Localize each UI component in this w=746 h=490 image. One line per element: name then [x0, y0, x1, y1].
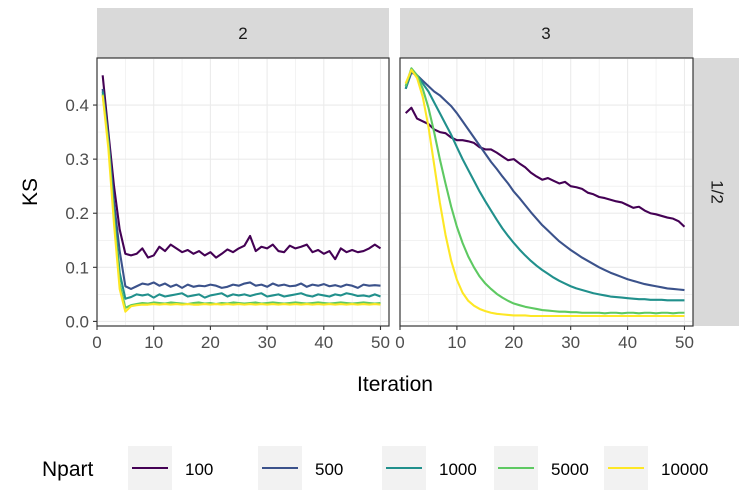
facet-strip-left [97, 8, 389, 58]
facet-label-row: 1/2 [708, 180, 727, 204]
x-tick-label: 50 [371, 333, 390, 352]
x-tick-label: 50 [675, 333, 694, 352]
x-tick-label: 20 [504, 333, 523, 352]
series-line-100 [101, 75, 382, 261]
legend-label-5000: 5000 [551, 460, 589, 479]
legend-title: Npart [42, 458, 94, 481]
series-line-10000 [404, 68, 685, 318]
x-tick-label: 10 [447, 333, 466, 352]
panel-right [399, 57, 694, 327]
x-tick-label: 40 [314, 333, 333, 352]
series-line-10000 [101, 95, 381, 313]
legend-label-1000: 1000 [439, 460, 477, 479]
y-tick-label: 0.3 [65, 150, 89, 169]
y-tick-label: 0.0 [65, 312, 89, 331]
legend-label-10000: 10000 [661, 460, 708, 479]
x-tick-label: 30 [258, 333, 277, 352]
panel-left [96, 57, 390, 327]
x-tick-label: 10 [144, 333, 163, 352]
x-tick-label: 30 [561, 333, 580, 352]
panel-border [399, 57, 694, 327]
facet-label-right: 3 [541, 24, 550, 43]
series-line-500 [404, 71, 685, 292]
series-line-500 [101, 88, 381, 290]
series-line-5000 [101, 94, 381, 309]
facet-strip-row [693, 58, 739, 326]
y-tick-label: 0.2 [65, 204, 89, 223]
legend-label-500: 500 [315, 460, 343, 479]
y-tick-label: 0.4 [65, 96, 89, 115]
y-tick-label: 0.1 [65, 258, 89, 277]
x-axis-title: Iteration [357, 373, 433, 396]
y-axis: 0.0 0.1 0.2 0.3 0.4 [65, 96, 97, 331]
facet-strip-right [400, 8, 693, 58]
y-axis-title: KS [19, 178, 42, 206]
series-line-1000 [404, 68, 685, 302]
legend: Npart 100 500 1000 5000 10000 [42, 446, 708, 490]
panel-border [96, 57, 390, 327]
facet-label-left: 2 [238, 24, 247, 43]
series-line-1000 [101, 91, 381, 300]
x-tick-label: 20 [201, 333, 220, 352]
x-tick-label: 0 [395, 333, 404, 352]
x-tick-label: 0 [92, 333, 101, 352]
x-tick-label: 40 [618, 333, 637, 352]
x-axis-right: 0 10 20 30 40 50 [395, 326, 694, 352]
legend-label-100: 100 [185, 460, 213, 479]
x-axis-left: 0 10 20 30 40 50 [92, 326, 390, 352]
series-line-5000 [404, 67, 685, 315]
